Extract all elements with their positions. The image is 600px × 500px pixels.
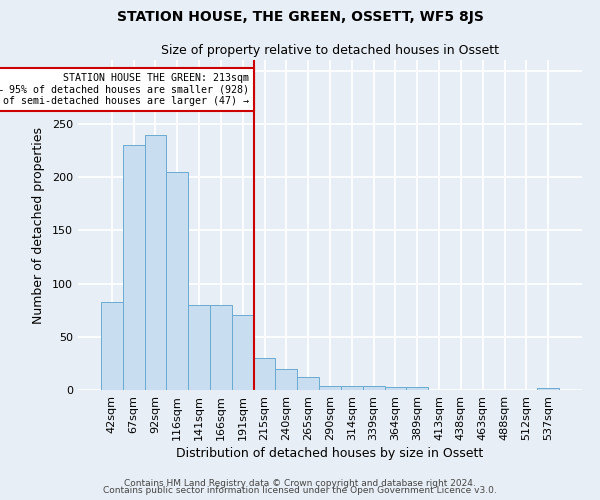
Bar <box>188 305 210 390</box>
Bar <box>254 358 275 390</box>
Bar <box>363 386 385 390</box>
Text: Contains HM Land Registry data © Crown copyright and database right 2024.: Contains HM Land Registry data © Crown c… <box>124 478 476 488</box>
X-axis label: Distribution of detached houses by size in Ossett: Distribution of detached houses by size … <box>176 447 484 460</box>
Bar <box>385 387 406 390</box>
Bar <box>232 316 254 390</box>
Bar <box>275 368 297 390</box>
Text: STATION HOUSE THE GREEN: 213sqm
← 95% of detached houses are smaller (928)
5% of: STATION HOUSE THE GREEN: 213sqm ← 95% of… <box>0 73 249 106</box>
Bar <box>123 145 145 390</box>
Text: STATION HOUSE, THE GREEN, OSSETT, WF5 8JS: STATION HOUSE, THE GREEN, OSSETT, WF5 8J… <box>116 10 484 24</box>
Bar <box>210 305 232 390</box>
Bar <box>101 302 123 390</box>
Text: Contains public sector information licensed under the Open Government Licence v3: Contains public sector information licen… <box>103 486 497 495</box>
Bar <box>406 387 428 390</box>
Bar <box>319 386 341 390</box>
Bar <box>297 377 319 390</box>
Bar <box>145 134 166 390</box>
Bar <box>341 386 363 390</box>
Bar <box>537 388 559 390</box>
Title: Size of property relative to detached houses in Ossett: Size of property relative to detached ho… <box>161 44 499 58</box>
Y-axis label: Number of detached properties: Number of detached properties <box>32 126 45 324</box>
Bar <box>166 172 188 390</box>
